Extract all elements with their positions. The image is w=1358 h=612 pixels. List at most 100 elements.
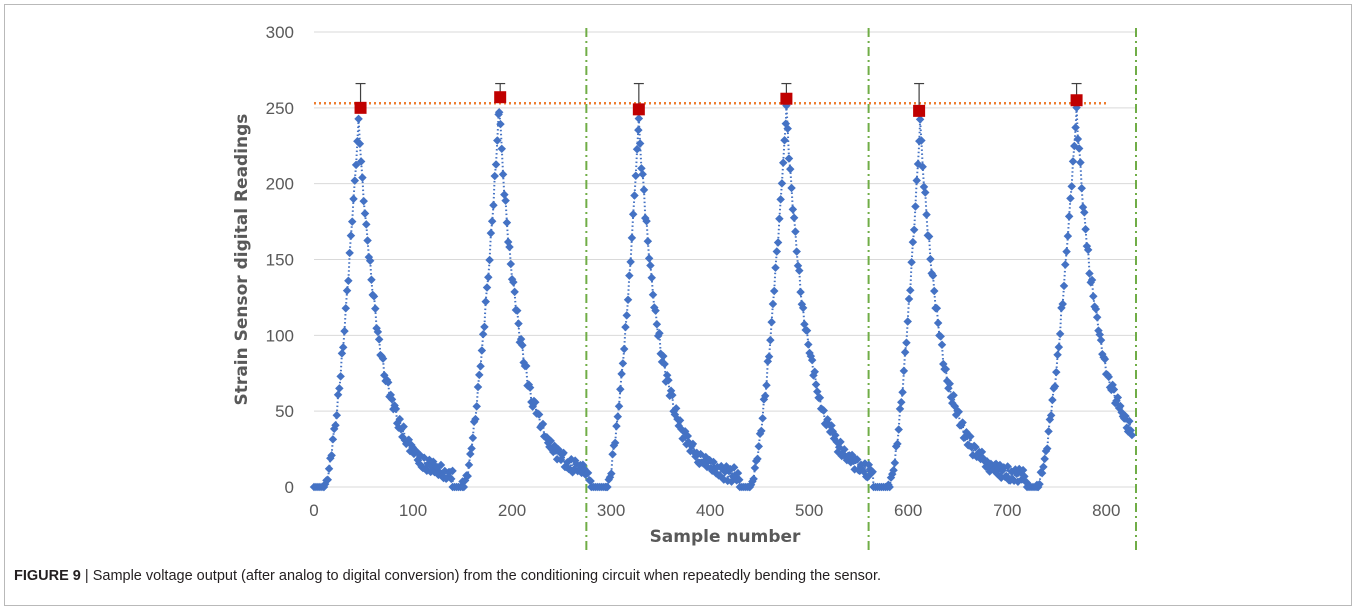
reading-point (754, 442, 764, 451)
reading-point (1066, 194, 1075, 203)
reading-point (371, 304, 380, 313)
y-tick-label: 200 (266, 175, 294, 194)
reading-point (749, 474, 758, 484)
peak-marker (354, 101, 367, 114)
reading-point (639, 185, 649, 195)
y-tick-label: 300 (266, 23, 294, 42)
reading-point (908, 237, 918, 247)
reading-point (819, 406, 828, 415)
reading-point (1064, 212, 1074, 221)
reading-point (496, 119, 505, 129)
reading-point (497, 144, 507, 154)
reading-point (487, 216, 497, 226)
reading-point (1081, 224, 1090, 234)
reading-point (709, 457, 718, 467)
reading-point (340, 326, 349, 336)
reading-point (735, 475, 744, 485)
reading-point (534, 410, 544, 419)
reading-point (516, 334, 526, 344)
reading-point (346, 231, 356, 240)
reading-point (510, 287, 519, 297)
y-tick-label: 50 (275, 402, 294, 421)
reading-point (350, 176, 360, 185)
reading-point (810, 367, 819, 377)
reading-point (610, 438, 620, 448)
reading-point (930, 286, 939, 296)
reading-point (625, 271, 634, 280)
x-tick-label: 800 (1092, 501, 1120, 520)
reading-point (324, 464, 334, 474)
reading-point (622, 311, 631, 320)
reading-point (911, 202, 920, 211)
reading-point (831, 431, 840, 440)
reading-point (775, 214, 784, 223)
reading-point (762, 381, 771, 390)
reading-point (344, 276, 353, 285)
reading-point (897, 397, 906, 407)
reading-point (646, 261, 655, 270)
reading-point (505, 242, 514, 252)
reading-point (890, 458, 900, 468)
reading-point (583, 468, 593, 478)
reading-point (623, 295, 633, 305)
x-tick-label: 200 (498, 501, 526, 520)
reading-point (777, 179, 787, 188)
reading-point (1003, 462, 1012, 471)
reading-point (1048, 395, 1057, 405)
reading-point (374, 335, 384, 344)
peak-marker (1070, 94, 1083, 107)
reading-point (786, 164, 795, 174)
reading-point (638, 169, 647, 179)
reading-point (349, 194, 358, 204)
reading-point (772, 247, 782, 256)
reading-point (836, 437, 845, 447)
reading-point (893, 439, 902, 449)
reading-point (493, 136, 502, 145)
x-tick-label: 100 (399, 501, 427, 520)
reading-point (802, 326, 812, 335)
reading-point (909, 225, 919, 235)
reading-point (463, 471, 472, 481)
reading-point (337, 349, 347, 358)
reading-point (933, 318, 943, 328)
figure-caption: FIGURE 9 | Sample voltage output (after … (14, 568, 1344, 584)
reading-point (391, 404, 401, 414)
reading-point (655, 328, 664, 338)
reading-point (1043, 444, 1052, 453)
reading-point (356, 157, 366, 166)
reading-point (789, 213, 799, 222)
reading-point (885, 482, 894, 492)
reading-point (945, 379, 954, 388)
reading-point (815, 393, 825, 402)
reading-point (509, 277, 518, 287)
reading-point (937, 340, 947, 350)
reading-point (852, 455, 862, 464)
reading-point (648, 290, 658, 299)
reading-point (480, 322, 489, 332)
reading-point (1116, 401, 1125, 411)
reading-point (485, 255, 494, 265)
reading-point (1061, 260, 1070, 269)
reading-point (671, 404, 681, 413)
reading-point (347, 217, 357, 226)
peak-marker (632, 103, 645, 116)
reading-point (889, 465, 898, 475)
reading-point (899, 366, 909, 376)
reading-point (345, 248, 354, 258)
reading-point (614, 402, 624, 411)
reading-point (1055, 329, 1065, 339)
reading-point (941, 364, 951, 374)
reading-point (481, 297, 490, 306)
reading-point (387, 395, 397, 404)
reading-point (1037, 468, 1047, 478)
reading-point (478, 329, 488, 339)
reading-point (525, 383, 535, 392)
reading-point (335, 384, 344, 393)
reading-point (1095, 330, 1104, 339)
reading-point (807, 355, 817, 365)
reading-point (332, 411, 342, 420)
reading-point (668, 390, 677, 400)
peak-marker (780, 92, 793, 105)
reading-point (643, 237, 653, 246)
reading-point (932, 304, 942, 313)
